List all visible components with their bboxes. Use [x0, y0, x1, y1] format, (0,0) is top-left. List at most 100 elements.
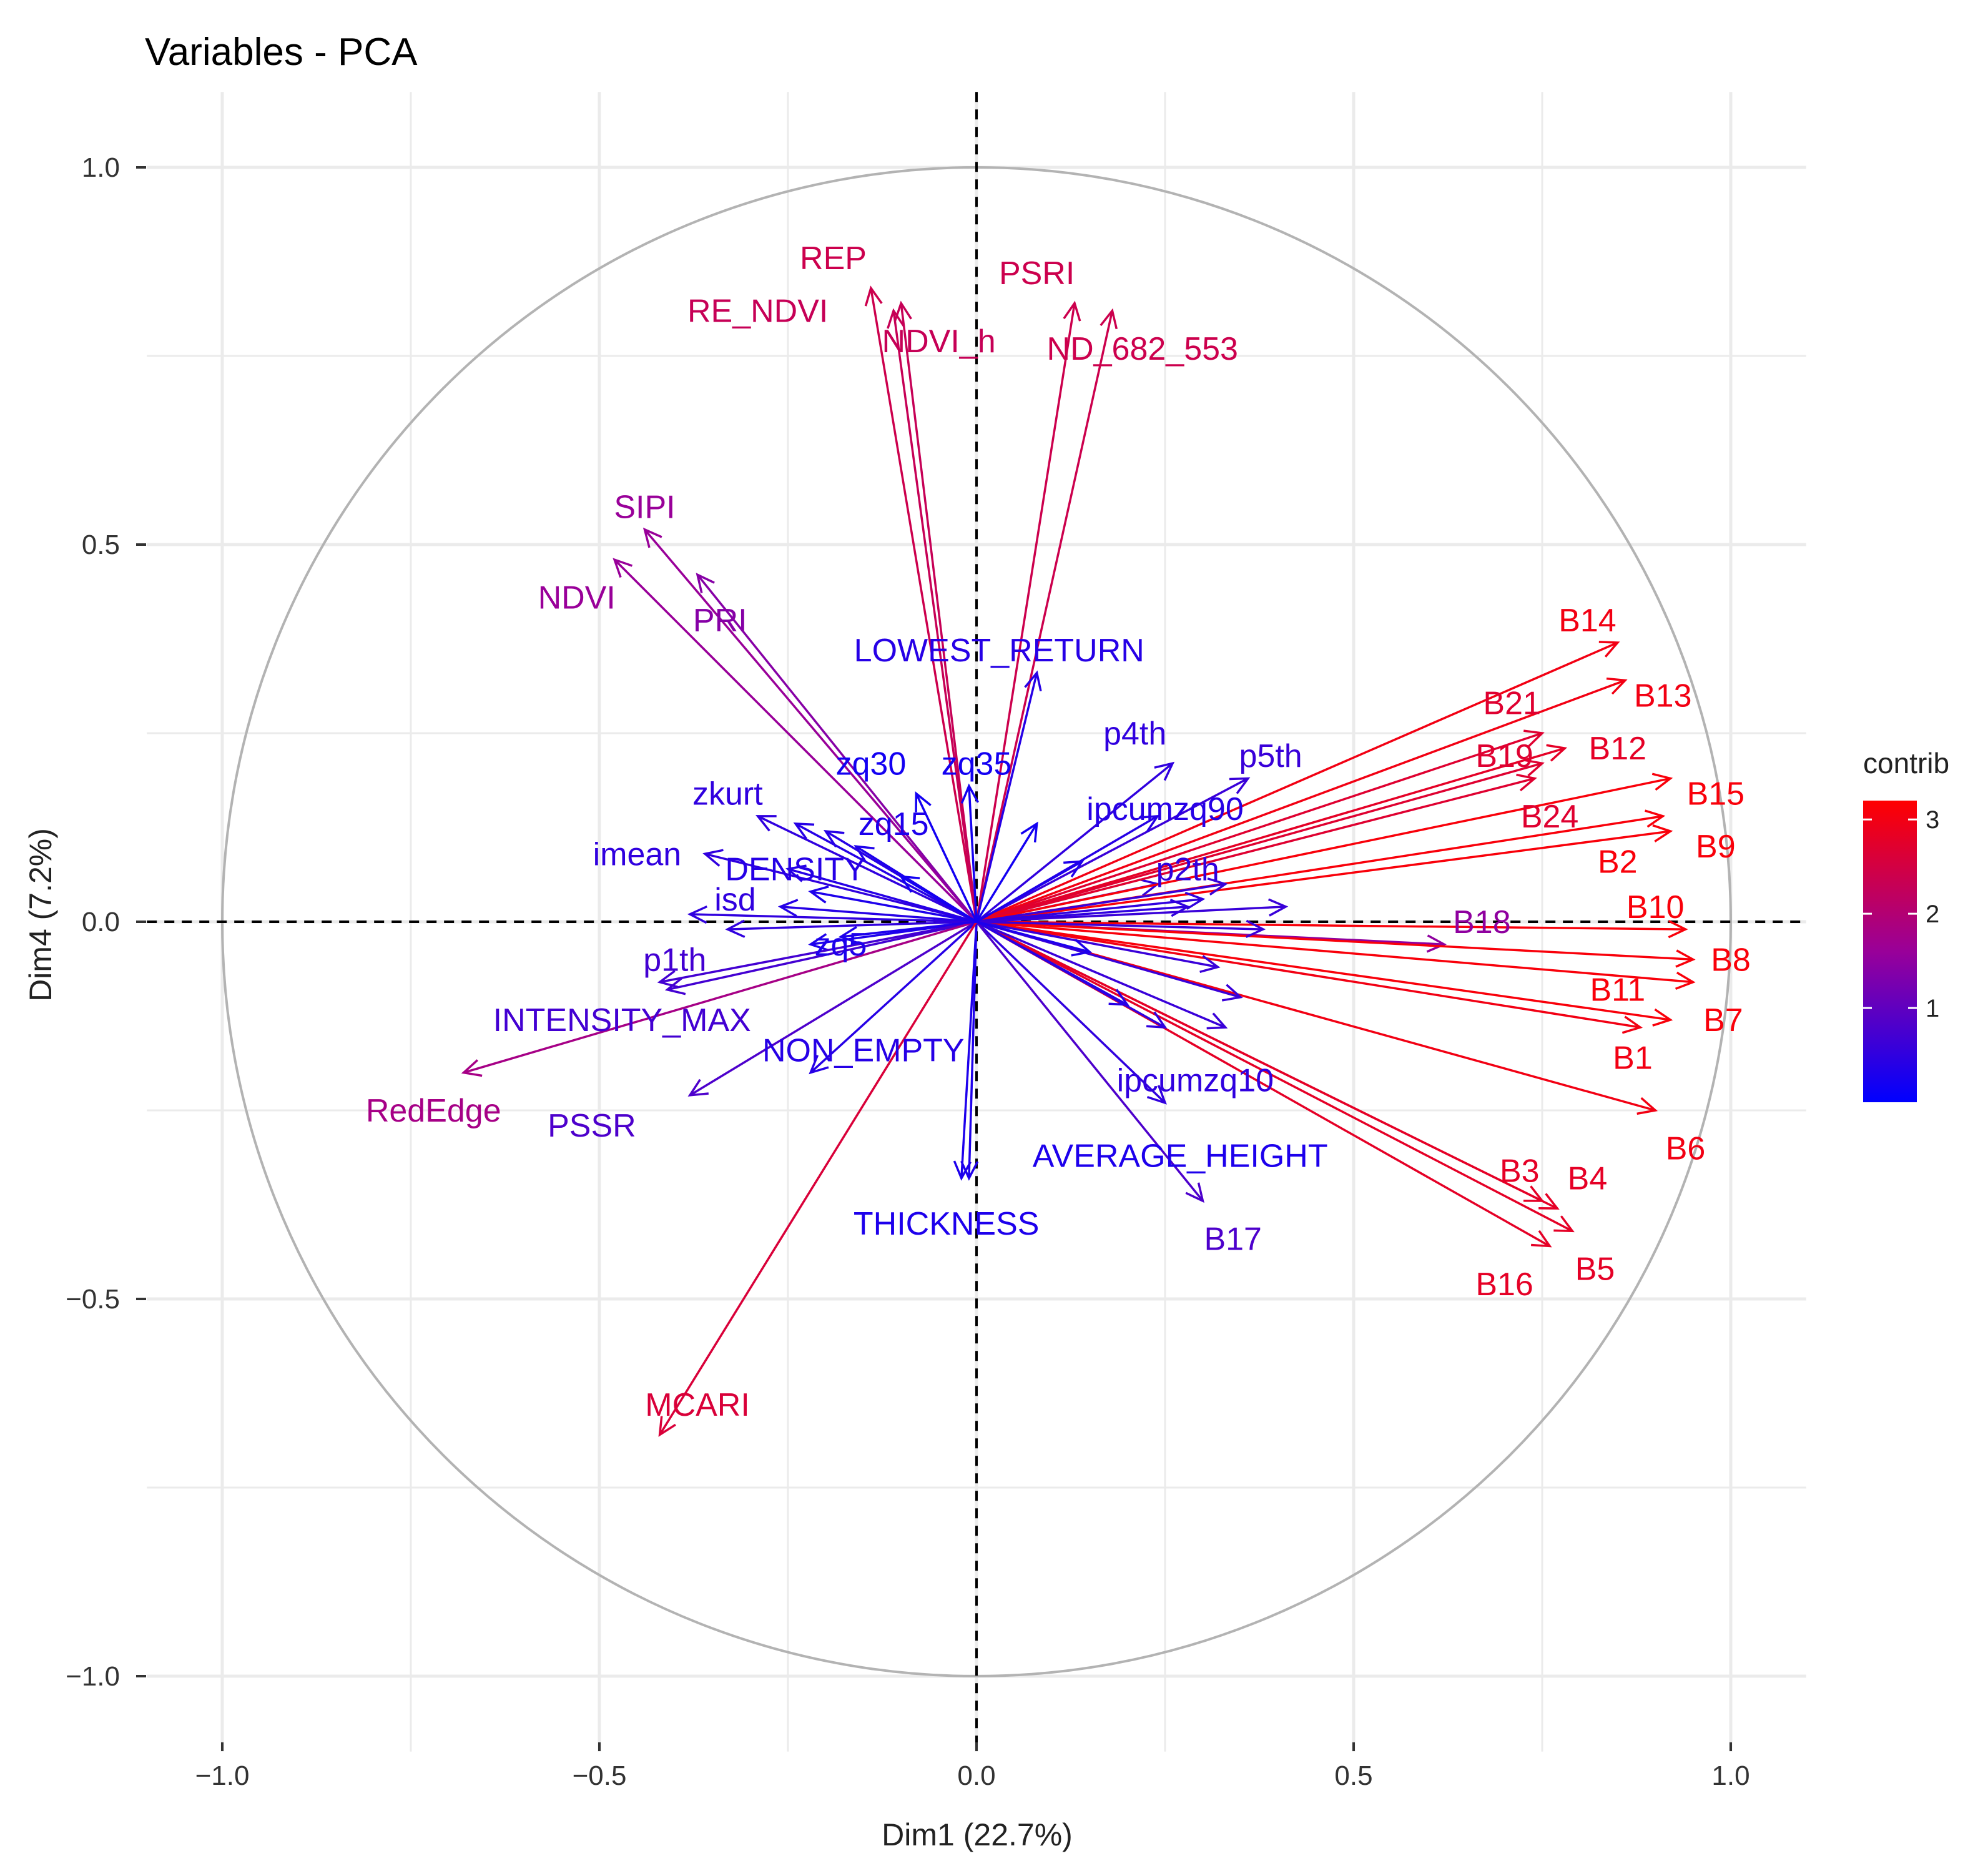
arrow-shaft — [840, 921, 977, 938]
arrow-head — [1675, 949, 1696, 968]
arrow-shaft — [976, 906, 1286, 923]
legend-tick-label: 2 — [1926, 901, 1939, 928]
arrow-b14 — [976, 641, 1620, 923]
arrow-rededge — [461, 921, 977, 1077]
arrow-head — [1146, 1085, 1167, 1105]
arrow-shaft — [976, 641, 1618, 923]
arrow-head — [915, 791, 932, 812]
arrow-shaft — [689, 913, 977, 923]
label-b8: B8 — [1711, 942, 1751, 978]
arrow-head — [823, 829, 845, 848]
arrow-intensity-max — [664, 921, 977, 995]
arrow-head — [1516, 773, 1537, 792]
arrow-head — [725, 919, 746, 938]
label-ndvi: NDVI — [538, 580, 616, 616]
arrow-head — [1207, 877, 1228, 896]
arrow-head — [461, 1059, 483, 1077]
arrow-shaft — [780, 906, 977, 923]
label-pri: PRI — [693, 603, 747, 639]
y-tick-label: −1.0 — [66, 1661, 120, 1692]
label-isd: isd — [714, 882, 755, 918]
arrow-head — [687, 1079, 709, 1097]
arrow-shaft — [757, 815, 977, 923]
arrow-b8 — [976, 921, 1696, 968]
label-non-empty: NON_EMPTY — [762, 1032, 965, 1069]
y-tick-label: 0.0 — [82, 907, 120, 937]
arrow-head — [642, 527, 662, 548]
arrow-b11 — [976, 921, 1696, 990]
arrow-head — [1636, 1097, 1658, 1115]
arrow-shaft — [696, 574, 978, 923]
arrow-head — [1675, 971, 1696, 990]
arrow-head — [838, 926, 859, 944]
arrow-shaft — [613, 558, 978, 923]
arrow-shaft — [976, 921, 1693, 984]
arrow-shaft — [976, 921, 1264, 931]
legend-title: contrib — [1863, 747, 1949, 779]
arrow-head — [1267, 898, 1289, 917]
arrow-b4 — [976, 921, 1560, 1210]
arrow-unlabeled-58 — [976, 921, 1228, 1030]
label-b7: B7 — [1703, 1002, 1743, 1039]
arrow-shaft — [644, 528, 978, 923]
label-b17: B17 — [1204, 1221, 1262, 1257]
arrow-unlabeled-63 — [975, 821, 1038, 922]
label-p2th: p2th — [1156, 851, 1219, 887]
arrow-imean — [702, 849, 977, 923]
arrow-shaft — [667, 921, 977, 991]
arrow-shaft — [976, 921, 1558, 1210]
x-tick-label: −1.0 — [195, 1760, 250, 1791]
arrow-head — [1154, 761, 1175, 781]
arrow-shaft — [659, 921, 977, 984]
arrow-shaft — [976, 921, 1686, 931]
arrow-b5 — [976, 921, 1575, 1233]
arrow-head — [887, 308, 905, 329]
arrow-shaft — [976, 882, 1226, 923]
label-p1th: p1th — [643, 942, 706, 978]
arrow-head — [702, 849, 724, 867]
label-pssr: PSSR — [548, 1108, 636, 1144]
arrow-head — [1523, 729, 1545, 748]
arrow-shaft — [976, 921, 1671, 1021]
arrow-shaft — [975, 310, 1114, 922]
arrow-b15 — [976, 773, 1673, 923]
arrow-head — [1645, 809, 1666, 828]
y-axis-ticks: −1.0 −0.5 0.0 0.5 1.0 — [66, 152, 146, 1692]
label-b2: B2 — [1598, 844, 1638, 880]
x-tick-label: 0.5 — [1334, 1760, 1372, 1791]
label-psri: PSRI — [999, 255, 1075, 292]
arrow-zq30 — [915, 791, 978, 922]
label-intensity-max: INTENSITY_MAX — [493, 1002, 751, 1039]
label-sipi: SIPI — [614, 490, 675, 526]
arrow-shaft — [975, 921, 1204, 1202]
x-axis-ticks: −1.0 −0.5 0.0 0.5 1.0 — [195, 1742, 1750, 1791]
arrow-shaft — [968, 786, 978, 922]
label-b16: B16 — [1475, 1266, 1533, 1303]
arrow-head — [1523, 759, 1545, 777]
arrow-head — [960, 783, 979, 804]
label-b13: B13 — [1634, 678, 1692, 714]
arrow-head — [1185, 1182, 1204, 1203]
arrow-head — [1598, 641, 1620, 658]
arrow-head — [1108, 989, 1130, 1006]
arrow-rep — [864, 285, 978, 922]
label-rededge: RedEdge — [366, 1093, 501, 1129]
arrow-head — [777, 899, 799, 917]
arrow-unlabeled-68 — [725, 919, 977, 938]
arrow-zq35 — [960, 783, 979, 922]
arrow-nd-682-553 — [975, 308, 1118, 922]
arrow-unlabeled-54 — [976, 898, 1289, 923]
arrow-pri — [696, 573, 978, 923]
arrow-head — [898, 875, 920, 893]
arrow-head — [613, 558, 633, 578]
arrow-shaft — [892, 310, 978, 922]
arrow-b24 — [976, 773, 1537, 923]
arrow-mcari — [658, 921, 978, 1437]
arrow-shaft — [976, 777, 1535, 923]
arrow-head — [755, 815, 777, 832]
label-b12: B12 — [1589, 731, 1647, 767]
arrow-shaft — [727, 921, 977, 931]
arrow-unlabeled-65 — [793, 822, 977, 923]
label-p4th: p4th — [1103, 716, 1166, 752]
